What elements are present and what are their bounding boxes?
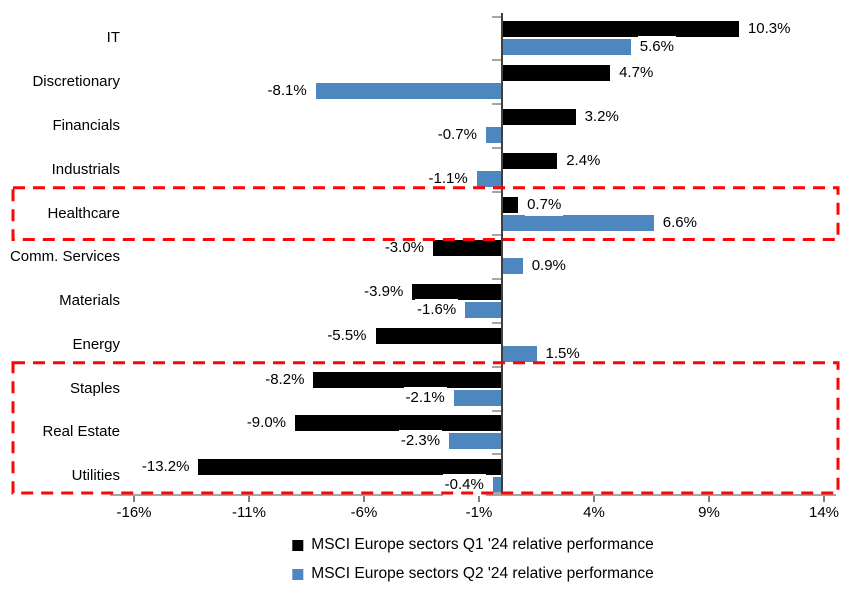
bar-q2-real-estate [449,433,502,450]
value-label-q1-industrials: 2.4% [564,149,603,172]
x-axis-tick [133,496,135,502]
x-axis-tick [248,496,250,502]
category-label-utilities: Utilities [71,467,120,485]
value-label-q1-materials: -3.9% [362,281,406,304]
x-axis-tick-label: -1% [465,504,493,521]
legend-swatch-q2-icon [292,568,304,580]
value-label-q1-healthcare: 0.7% [525,193,564,216]
bar-q1-financials [502,109,576,126]
x-axis-tick-label: 9% [698,504,720,521]
bar-q1-healthcare [502,196,519,213]
value-label-q1-it: 10.3% [745,18,793,41]
value-label-q2-staples: -2.1% [403,386,447,409]
category-label-industrials: Industrials [51,160,120,178]
category-label-discretionary: Discretionary [32,73,120,91]
value-label-q2-financials: -0.7% [435,124,479,147]
x-axis-tick [708,496,710,502]
value-label-q2-utilities: -0.4% [442,474,486,497]
value-label-q2-energy: 1.5% [543,342,582,365]
x-axis-tick-label: 4% [583,504,605,521]
category-axis-tick [492,146,501,149]
x-axis-tick [363,496,365,502]
category-axis-line [501,13,503,496]
highlight-box-healthcare [11,186,840,241]
category-label-real-estate: Real Estate [42,423,120,441]
bar-q1-energy [375,327,502,344]
category-label-materials: Materials [59,292,120,310]
x-axis-tick-label: 14% [808,504,840,521]
bar-q1-real-estate [295,415,502,432]
value-label-q1-energy: -5.5% [325,324,369,347]
bar-q1-discretionary [502,65,611,82]
x-axis-tick [478,496,480,502]
category-axis-tick [492,278,501,281]
bar-q1-it [502,21,739,38]
category-axis-tick [492,103,501,106]
bar-q2-comm-services [502,258,523,275]
category-axis-tick [492,190,501,193]
bar-q2-discretionary [315,83,502,100]
bar-q2-energy [502,345,537,362]
category-axis-tick [492,453,501,456]
legend-swatch-q1-icon [292,539,304,551]
legend: MSCI Europe sectors Q1 '24 relative perf… [292,536,654,583]
bar-q2-financials [485,127,502,144]
bar-q2-healthcare [502,214,654,231]
value-label-q2-real-estate: -2.3% [398,430,443,453]
bar-q1-industrials [502,152,558,169]
value-label-q1-discretionary: 4.7% [617,62,656,85]
value-label-q2-materials: -1.6% [415,299,459,322]
value-label-q2-healthcare: 6.6% [660,211,699,234]
value-label-q2-industrials: -1.1% [426,167,470,190]
bar-q1-utilities [198,459,502,476]
category-label-it: IT [106,29,120,47]
bar-q2-it [502,39,631,56]
value-label-q1-financials: 3.2% [582,106,621,129]
category-label-comm-services: Comm. Services [9,248,120,266]
bar-q2-materials [465,302,502,319]
category-axis-tick [492,59,501,62]
legend-label-q2: MSCI Europe sectors Q2 '24 relative perf… [311,565,654,582]
category-axis-tick [492,15,501,18]
value-label-q2-comm-services: 0.9% [529,255,568,278]
x-axis-tick [823,496,825,502]
bar-q2-industrials [476,170,502,187]
value-label-q1-staples: -8.2% [263,368,307,391]
category-axis-tick [492,492,501,494]
bar-q1-comm-services [433,240,502,257]
category-label-staples: Staples [69,379,120,397]
legend-item-q2: MSCI Europe sectors Q2 '24 relative perf… [292,565,654,583]
category-axis-tick [492,321,501,324]
x-axis-tick [593,496,595,502]
x-axis-tick-label: -16% [116,504,152,521]
value-label-q1-utilities: -13.2% [139,456,192,479]
bar-q1-materials [412,284,502,301]
bar-q2-staples [453,389,502,406]
x-axis-tick-label: -6% [350,504,378,521]
x-axis-tick-label: -11% [232,504,266,521]
category-axis-tick [492,234,501,237]
value-label-q1-real-estate: -9.0% [244,412,288,435]
category-axis-tick [492,409,501,412]
value-label-q1-comm-services: -3.0% [382,237,426,260]
category-label-healthcare: Healthcare [47,204,120,222]
value-label-q2-it: 5.6% [637,36,676,59]
bar-q1-staples [313,371,502,388]
category-axis-tick [492,365,501,368]
legend-label-q1: MSCI Europe sectors Q1 '24 relative perf… [311,536,654,553]
category-label-energy: Energy [72,335,120,353]
legend-item-q1: MSCI Europe sectors Q1 '24 relative perf… [292,536,654,554]
category-label-financials: Financials [52,117,120,135]
value-label-q2-discretionary: -8.1% [265,80,309,103]
